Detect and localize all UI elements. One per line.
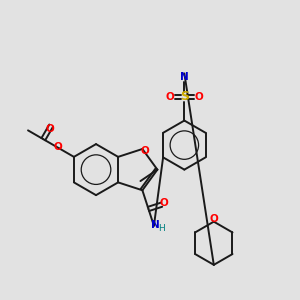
Text: S: S (180, 91, 189, 103)
Text: O: O (46, 124, 55, 134)
Text: O: O (165, 92, 174, 102)
Text: O: O (159, 198, 168, 208)
Text: O: O (141, 146, 150, 156)
Text: N: N (180, 72, 189, 82)
Text: O: O (209, 214, 218, 224)
Text: H: H (158, 224, 165, 233)
Text: O: O (53, 142, 62, 152)
Text: N: N (151, 220, 159, 230)
Text: O: O (195, 92, 203, 102)
